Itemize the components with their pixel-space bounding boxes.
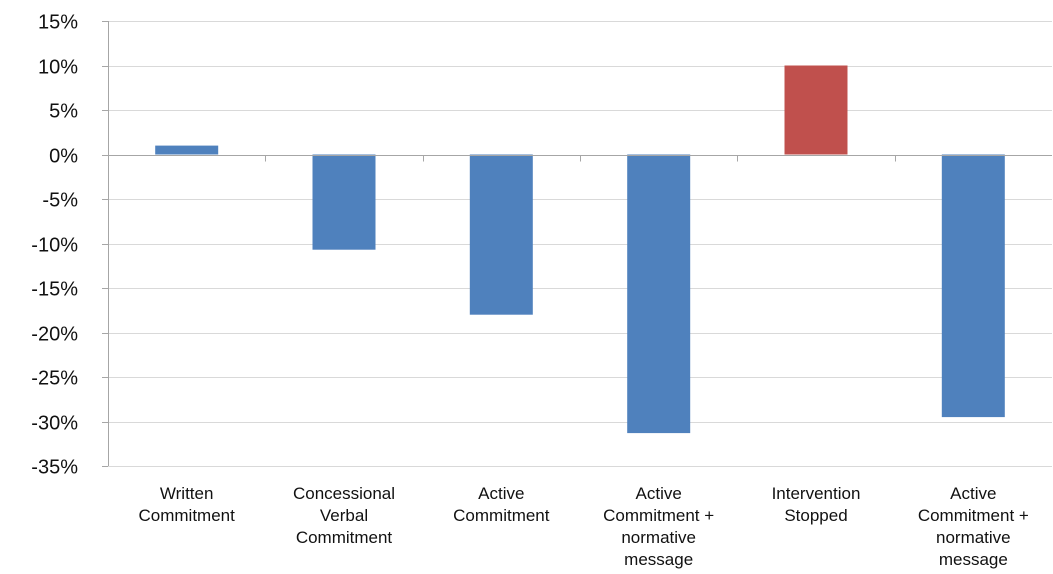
y-axis-tick-labels: 15% 10% 5% 0% -5% -10% -15% -20% -25% -30% -35% <box>31 12 78 479</box>
bar <box>784 65 848 155</box>
x-category-label-line: Commitment <box>453 506 550 525</box>
x-category-label: Active Commitment + normative message <box>918 484 1029 569</box>
y-tick-label: -20% <box>31 324 78 346</box>
bars <box>155 65 1005 434</box>
axes <box>102 21 1052 467</box>
y-tick-label: 15% <box>38 12 78 34</box>
x-category-label-line: Written <box>160 484 214 503</box>
x-category-label-line: Active <box>636 484 682 503</box>
x-category-label-line: Stopped <box>784 506 847 525</box>
x-category-label: Written Commitment <box>138 484 235 525</box>
x-category-label-line: Commitment <box>296 528 393 547</box>
x-category-label: Active Commitment <box>453 484 550 525</box>
y-tick-label: -30% <box>31 413 78 435</box>
y-tick-label: -25% <box>31 368 78 390</box>
y-tick-label: 0% <box>49 146 78 168</box>
bar <box>627 154 691 434</box>
bar <box>312 154 376 250</box>
x-category-label-line: Intervention <box>772 484 861 503</box>
x-category-label-line: normative <box>936 528 1011 547</box>
y-tick-label: 5% <box>49 101 78 123</box>
y-tick-label: -5% <box>42 190 78 212</box>
bar <box>941 154 1005 418</box>
y-tick-label: -15% <box>31 279 78 301</box>
x-category-label-line: Commitment + <box>603 506 714 525</box>
x-category-label: Concessional Verbal Commitment <box>293 484 395 547</box>
x-category-label-line: Active <box>950 484 996 503</box>
x-category-label-line: Concessional <box>293 484 395 503</box>
x-category-label-line: message <box>939 550 1008 569</box>
x-category-label-line: normative <box>621 528 696 547</box>
y-tick-label: 10% <box>38 57 78 79</box>
y-tick-label: -10% <box>31 235 78 257</box>
x-category-label: Active Commitment + normative message <box>603 484 714 569</box>
y-tick-label: -35% <box>31 457 78 479</box>
x-category-label: Intervention Stopped <box>772 484 861 525</box>
x-category-label-line: Commitment + <box>918 506 1029 525</box>
bar <box>469 154 533 315</box>
x-category-label-line: message <box>624 550 693 569</box>
x-category-label-line: Active <box>478 484 524 503</box>
bar <box>155 145 219 155</box>
x-category-label-line: Commitment <box>138 506 235 525</box>
x-axis-category-labels: Written Commitment Concessional Verbal Commi… <box>138 484 1028 569</box>
x-category-label-line: Verbal <box>320 506 368 525</box>
gridlines <box>108 21 1052 467</box>
